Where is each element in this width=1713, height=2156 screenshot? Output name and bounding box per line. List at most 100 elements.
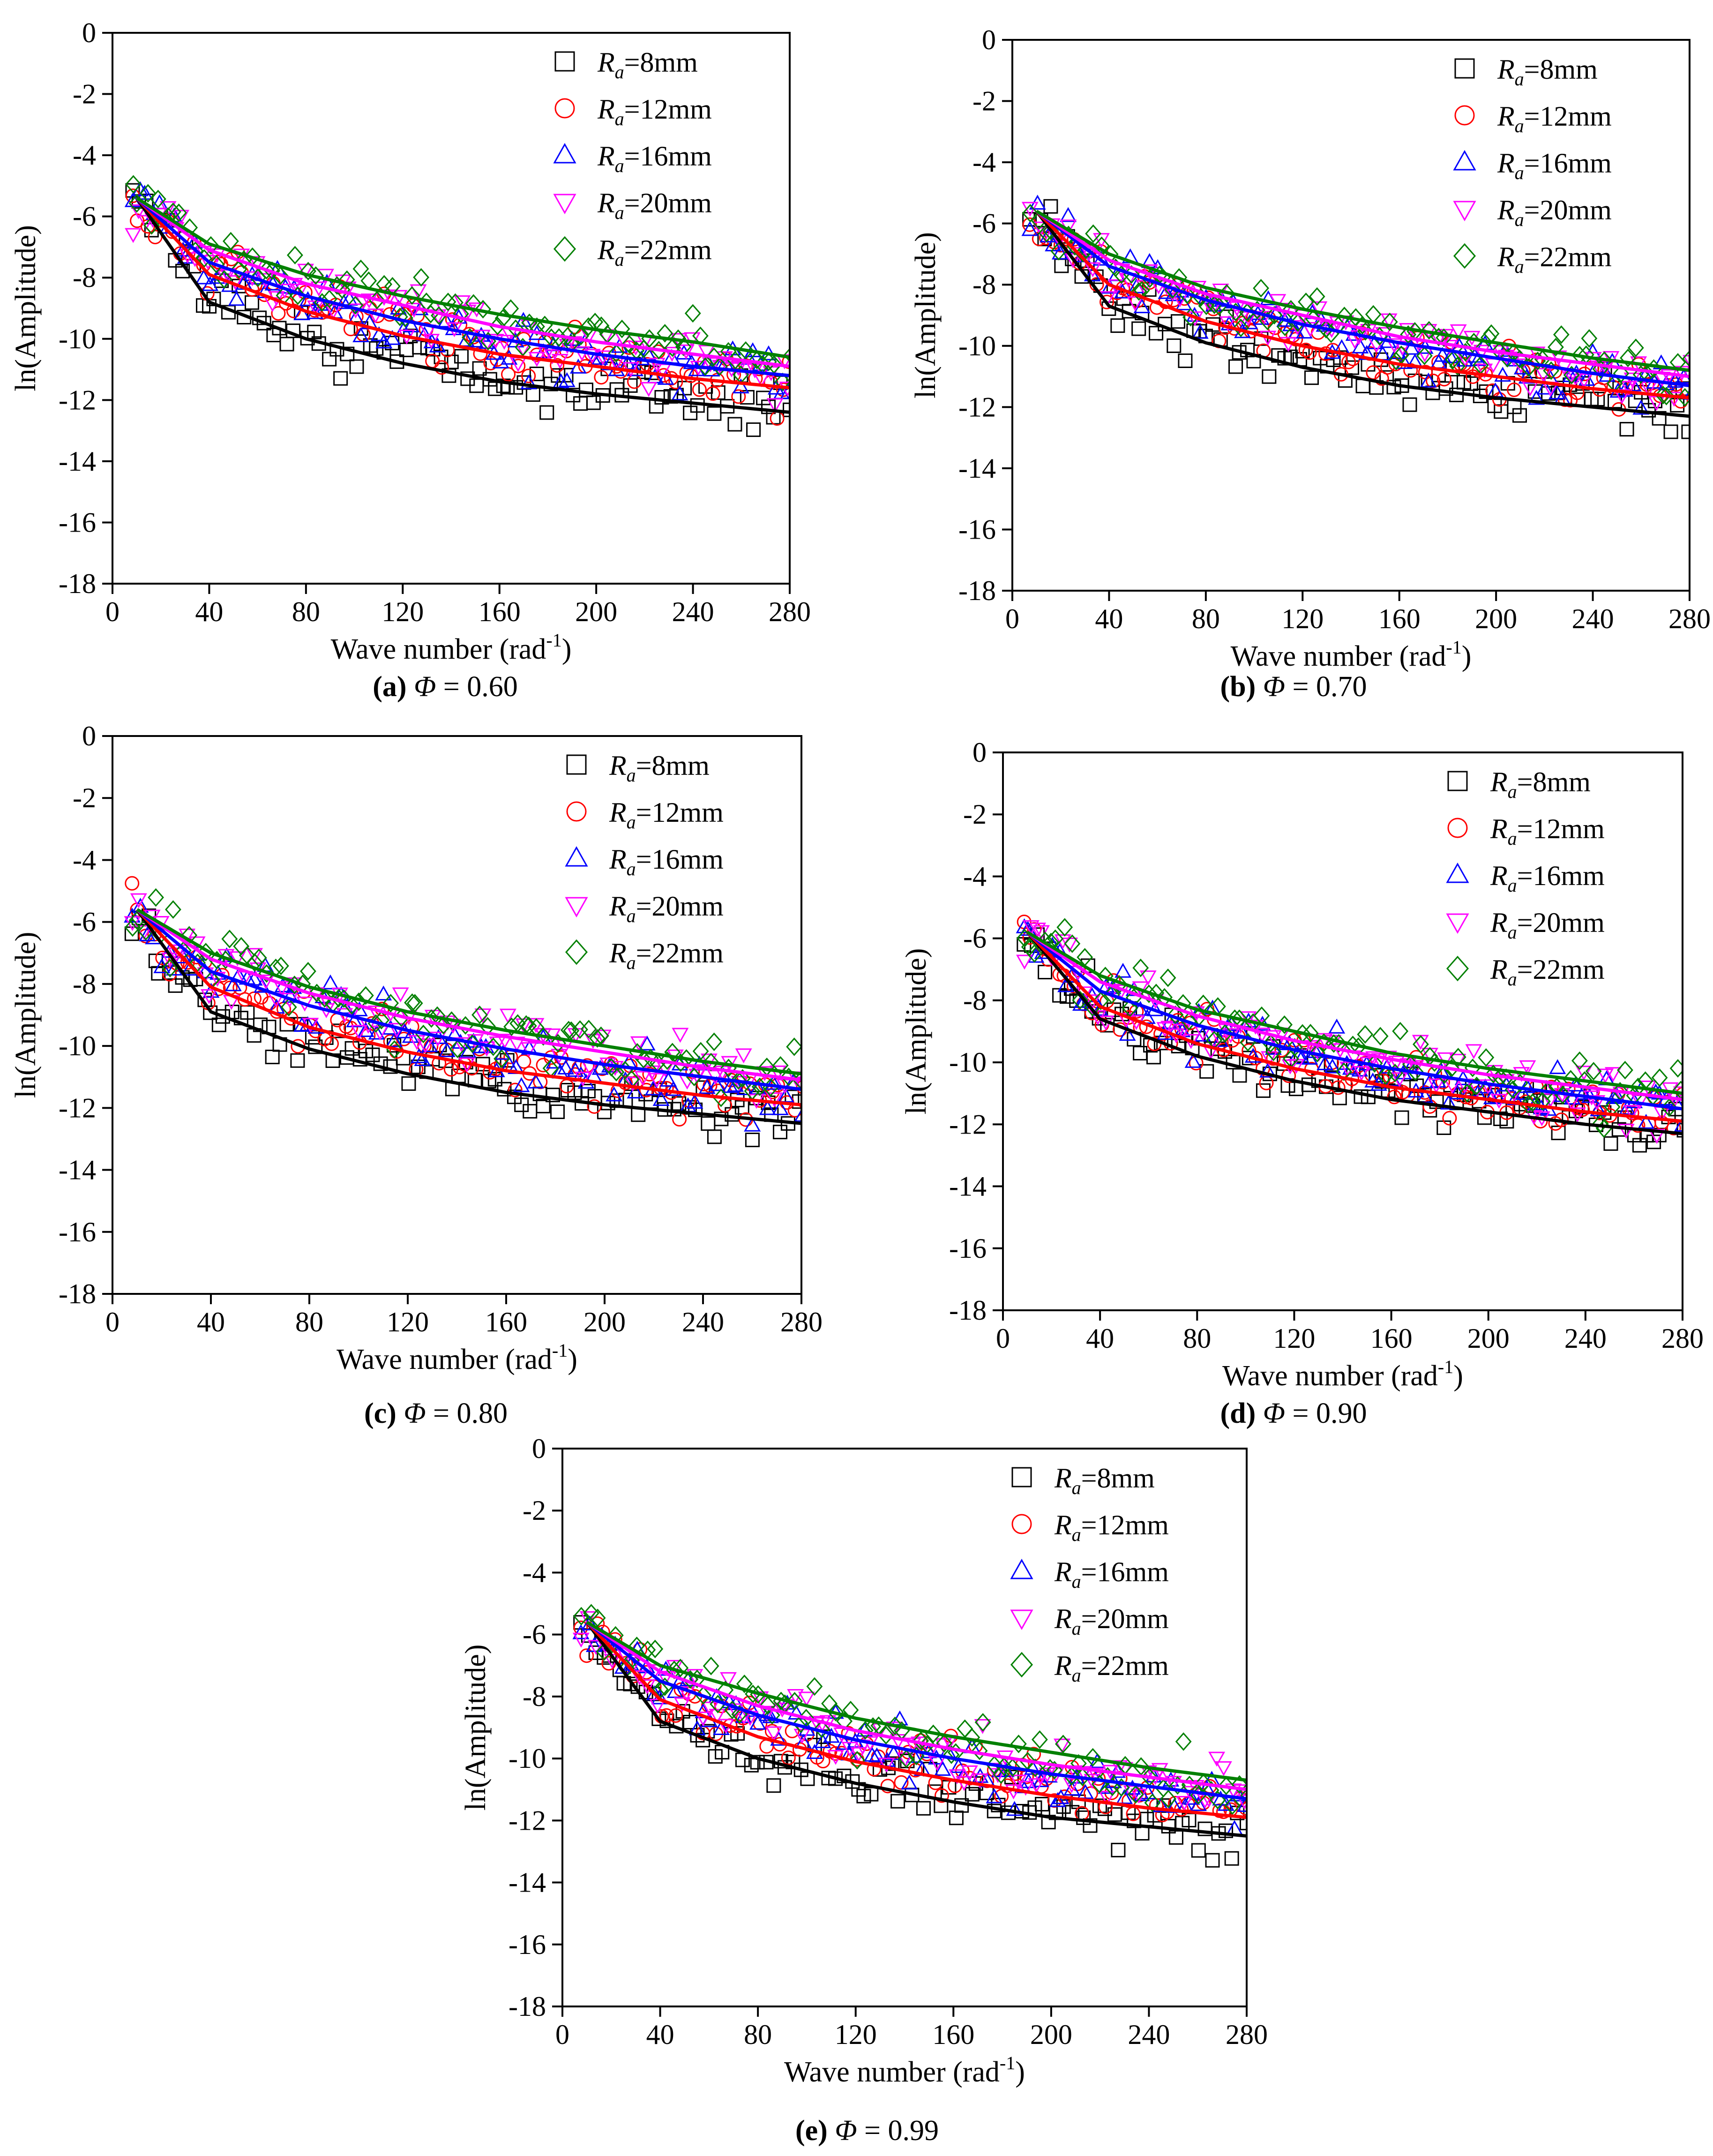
scatter-point bbox=[649, 1698, 666, 1714]
scatter-point bbox=[1175, 1732, 1192, 1751]
scatter-point bbox=[573, 396, 588, 411]
scatter-point bbox=[351, 1025, 368, 1040]
scatter-point bbox=[1449, 357, 1466, 376]
scatter-point bbox=[1394, 1110, 1409, 1125]
scatter-point bbox=[1640, 382, 1657, 397]
scatter-point bbox=[630, 1036, 647, 1052]
scatter-point bbox=[1135, 1826, 1150, 1841]
scatter-point bbox=[720, 1672, 737, 1687]
scatter-point bbox=[1170, 314, 1185, 329]
legend-label-4: Ra=20mm bbox=[1490, 907, 1605, 943]
scatter-point bbox=[713, 1720, 730, 1735]
scatter-point bbox=[143, 216, 160, 235]
fit-line-4 bbox=[136, 908, 802, 1082]
scatter-point bbox=[638, 1679, 656, 1694]
scatter-point bbox=[1240, 1788, 1247, 1803]
scatter-point bbox=[1617, 1124, 1635, 1139]
x-tick-label: 160 bbox=[1378, 603, 1421, 634]
scatter-point bbox=[705, 386, 720, 401]
legend-label-2: Ra=12mm bbox=[1054, 1510, 1169, 1545]
legend-label-4: Ra=20mm bbox=[597, 188, 712, 223]
scatter-point bbox=[572, 1624, 590, 1639]
x-tick-label: 80 bbox=[292, 596, 320, 627]
scatter-point bbox=[1407, 1062, 1424, 1081]
legend-marker-2 bbox=[566, 801, 587, 822]
panel-b: 0 40 80 120 160 200 240 280 Wave number (rad-1) 0… bbox=[872, 0, 1713, 717]
scatter-point bbox=[1371, 1053, 1388, 1068]
legend-marker-1 bbox=[1447, 771, 1468, 791]
scatter-point bbox=[1316, 316, 1333, 332]
scatter-point bbox=[148, 888, 164, 907]
legend-label-1: Ra=8mm bbox=[609, 750, 710, 786]
scatter-point bbox=[657, 1671, 674, 1686]
legend-marker-5 bbox=[1446, 955, 1469, 982]
x-axis: 0 40 80 120 160 200 240 280 bbox=[996, 1310, 1704, 1354]
scatter-point bbox=[774, 372, 790, 391]
scatter-point bbox=[712, 360, 729, 375]
scatter-point bbox=[1304, 370, 1319, 385]
scatter-point bbox=[961, 1765, 978, 1780]
scatter-point bbox=[403, 317, 420, 332]
scatter-point bbox=[1541, 1093, 1559, 1108]
y-tick-label: -16 bbox=[59, 1217, 96, 1247]
scatter-point bbox=[1133, 1045, 1148, 1060]
panel-a: 0 40 80 120 160 200 240 280 Wave number (rad-1) 0… bbox=[0, 0, 844, 717]
scatter-point bbox=[974, 1713, 991, 1732]
scatter-point bbox=[124, 926, 139, 941]
x-tick-label: 160 bbox=[479, 596, 521, 627]
scatter-point bbox=[1655, 386, 1672, 405]
scatter-point bbox=[1098, 1790, 1115, 1806]
legend-label-3: Ra=16mm bbox=[1490, 860, 1605, 896]
scatter-point bbox=[382, 994, 399, 1013]
plot-frame bbox=[112, 735, 802, 1295]
scatter-point bbox=[1205, 1853, 1220, 1868]
scatter-point bbox=[708, 1076, 726, 1091]
y-tick-label: -8 bbox=[73, 969, 96, 999]
caption-phi-symbol: Φ bbox=[1263, 671, 1285, 703]
legend-label-5: Ra=22mm bbox=[1490, 954, 1605, 990]
scatter-point bbox=[1336, 1062, 1352, 1082]
scatter-point bbox=[1339, 1061, 1356, 1077]
scatter-point bbox=[1093, 233, 1110, 248]
legend-label-2: Ra=12mm bbox=[1497, 101, 1612, 136]
scatter-point bbox=[787, 1705, 805, 1720]
scatter-point bbox=[321, 289, 338, 308]
scatter-point bbox=[1632, 399, 1650, 415]
scatter-point bbox=[1402, 397, 1417, 412]
scatter-point bbox=[1442, 1111, 1457, 1126]
scatter-point bbox=[1010, 1735, 1027, 1753]
scatter-point bbox=[1463, 376, 1478, 391]
fit-line-3 bbox=[136, 908, 802, 1091]
y-tick-label: -2 bbox=[523, 1495, 546, 1526]
scatter-point bbox=[868, 1747, 885, 1763]
scatter-point bbox=[672, 1659, 689, 1677]
legend-marker-1 bbox=[1454, 58, 1475, 79]
scatter-point bbox=[901, 1774, 918, 1790]
scatter-point bbox=[1116, 1789, 1133, 1804]
y-tick-label: -2 bbox=[972, 86, 996, 117]
scatter-point bbox=[202, 276, 219, 291]
scatter-point bbox=[1241, 314, 1258, 330]
scatter-point bbox=[1191, 1843, 1206, 1858]
legend-label-3: Ra=16mm bbox=[1497, 148, 1612, 183]
y-tick-label: -14 bbox=[958, 453, 996, 484]
y-tick-label: -10 bbox=[949, 1047, 987, 1078]
scatter-point bbox=[1226, 1820, 1243, 1835]
scatter-point bbox=[671, 385, 688, 401]
y-tick-label: -4 bbox=[523, 1557, 546, 1588]
scatter-point bbox=[765, 1726, 782, 1742]
scatter-point bbox=[1590, 1101, 1607, 1117]
scatter-point bbox=[1144, 1793, 1161, 1812]
scatter-point bbox=[702, 1701, 719, 1717]
x-tick-label: 80 bbox=[1192, 603, 1220, 634]
scatter-point bbox=[1219, 1823, 1234, 1838]
scatter-point bbox=[375, 333, 393, 349]
x-tick-label: 240 bbox=[1128, 2019, 1170, 2050]
scatter-point bbox=[391, 308, 408, 326]
scatter-point bbox=[381, 289, 399, 305]
scatter-point bbox=[273, 981, 291, 996]
scatter-point bbox=[1388, 1055, 1405, 1071]
scatter-point bbox=[1683, 355, 1690, 368]
scatter-point bbox=[333, 371, 348, 386]
scatter-point bbox=[1428, 1078, 1445, 1094]
